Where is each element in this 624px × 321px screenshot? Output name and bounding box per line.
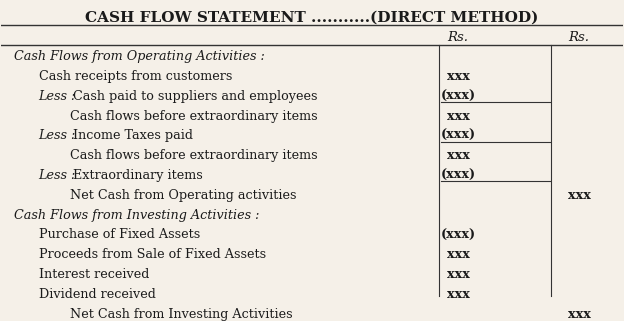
Text: xxx: xxx xyxy=(447,70,469,83)
Text: xxx: xxx xyxy=(447,268,469,281)
Text: Cash Flows from Operating Activities :: Cash Flows from Operating Activities : xyxy=(14,50,265,63)
Text: Extraordinary items: Extraordinary items xyxy=(73,169,203,182)
Text: Cash flows before extraordinary items: Cash flows before extraordinary items xyxy=(70,149,318,162)
Text: Net Cash from Investing Activities: Net Cash from Investing Activities xyxy=(70,308,293,321)
Text: Interest received: Interest received xyxy=(39,268,149,281)
Text: Proceeds from Sale of Fixed Assets: Proceeds from Sale of Fixed Assets xyxy=(39,248,266,261)
Text: Rs.: Rs. xyxy=(447,31,469,44)
Text: Cash receipts from customers: Cash receipts from customers xyxy=(39,70,232,83)
Text: xxx: xxx xyxy=(447,149,469,162)
Text: (xxx): (xxx) xyxy=(441,229,475,241)
Text: xxx: xxx xyxy=(447,109,469,123)
Text: (xxx): (xxx) xyxy=(441,129,475,143)
Text: Less :: Less : xyxy=(39,129,80,143)
Text: (xxx): (xxx) xyxy=(441,169,475,182)
Text: Cash Flows from Investing Activities :: Cash Flows from Investing Activities : xyxy=(14,209,259,222)
Text: xxx: xxx xyxy=(447,248,469,261)
Text: Net Cash from Operating activities: Net Cash from Operating activities xyxy=(70,189,296,202)
Text: xxx: xxx xyxy=(447,288,469,301)
Text: xxx: xxx xyxy=(568,189,590,202)
Text: (xxx): (xxx) xyxy=(441,90,475,103)
Text: Less :: Less : xyxy=(39,90,80,103)
Text: Cash paid to suppliers and employees: Cash paid to suppliers and employees xyxy=(73,90,318,103)
Text: xxx: xxx xyxy=(568,308,590,321)
Text: Purchase of Fixed Assets: Purchase of Fixed Assets xyxy=(39,229,200,241)
Text: CASH FLOW STATEMENT ...........(DIRECT METHOD): CASH FLOW STATEMENT ...........(DIRECT M… xyxy=(85,10,539,24)
Text: Cash flows before extraordinary items: Cash flows before extraordinary items xyxy=(70,109,318,123)
Text: Dividend received: Dividend received xyxy=(39,288,155,301)
Text: Rs.: Rs. xyxy=(568,31,590,44)
Text: Less :: Less : xyxy=(39,169,80,182)
Text: Income Taxes paid: Income Taxes paid xyxy=(73,129,193,143)
